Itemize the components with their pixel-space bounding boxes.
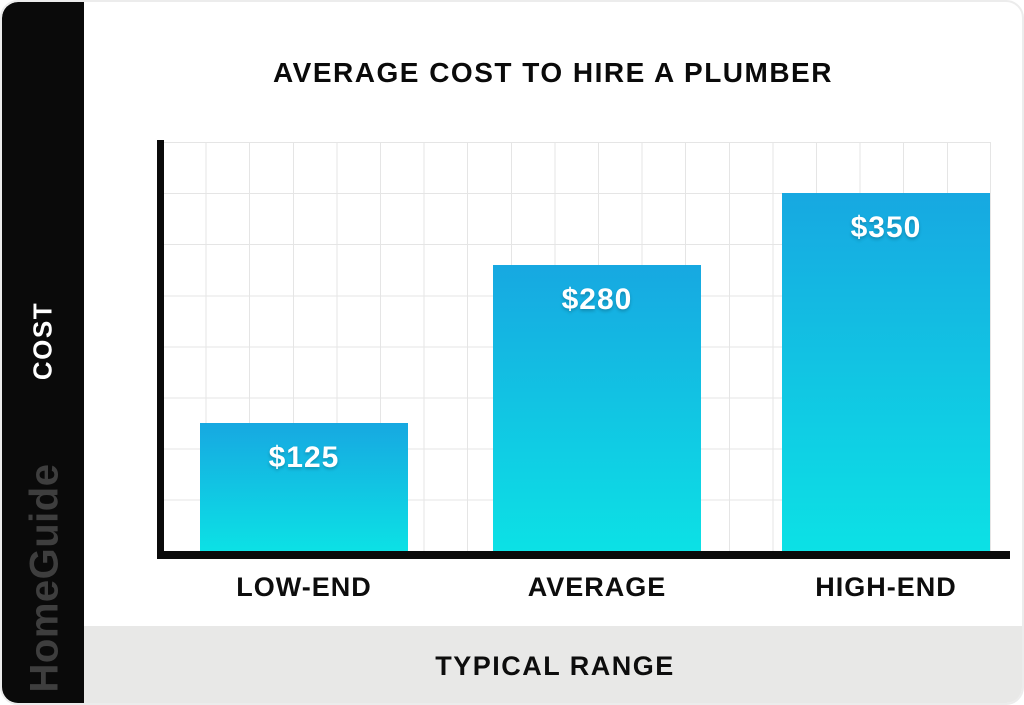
x-axis-line — [157, 551, 1010, 559]
x-tick-label-low-end: LOW-END — [236, 572, 372, 602]
bar-value-label-average: $280 — [561, 283, 633, 316]
bar-high-end: $350 — [782, 193, 990, 551]
bar-average: $280 — [493, 265, 701, 551]
bar-value-label-high-end: $350 — [850, 211, 922, 244]
chart-title: AVERAGE COST TO HIRE A PLUMBER — [273, 57, 833, 88]
bar-low-end: $125 — [200, 423, 408, 551]
plot-area: $125 $280 $350 — [162, 142, 991, 551]
x-tick-label-average: AVERAGE — [527, 572, 667, 602]
sidebar: COST HomeGuide — [2, 2, 84, 703]
x-tick-label-high-end: HIGH-END — [815, 572, 957, 602]
bar-value-label-low-end: $125 — [268, 441, 340, 474]
brand-logo: HomeGuide — [22, 463, 67, 693]
x-axis-label: TYPICAL RANGE — [435, 651, 675, 681]
y-axis-line — [157, 140, 164, 559]
y-axis-label: COST — [27, 301, 58, 381]
x-axis-band: TYPICAL RANGE — [84, 626, 1022, 703]
